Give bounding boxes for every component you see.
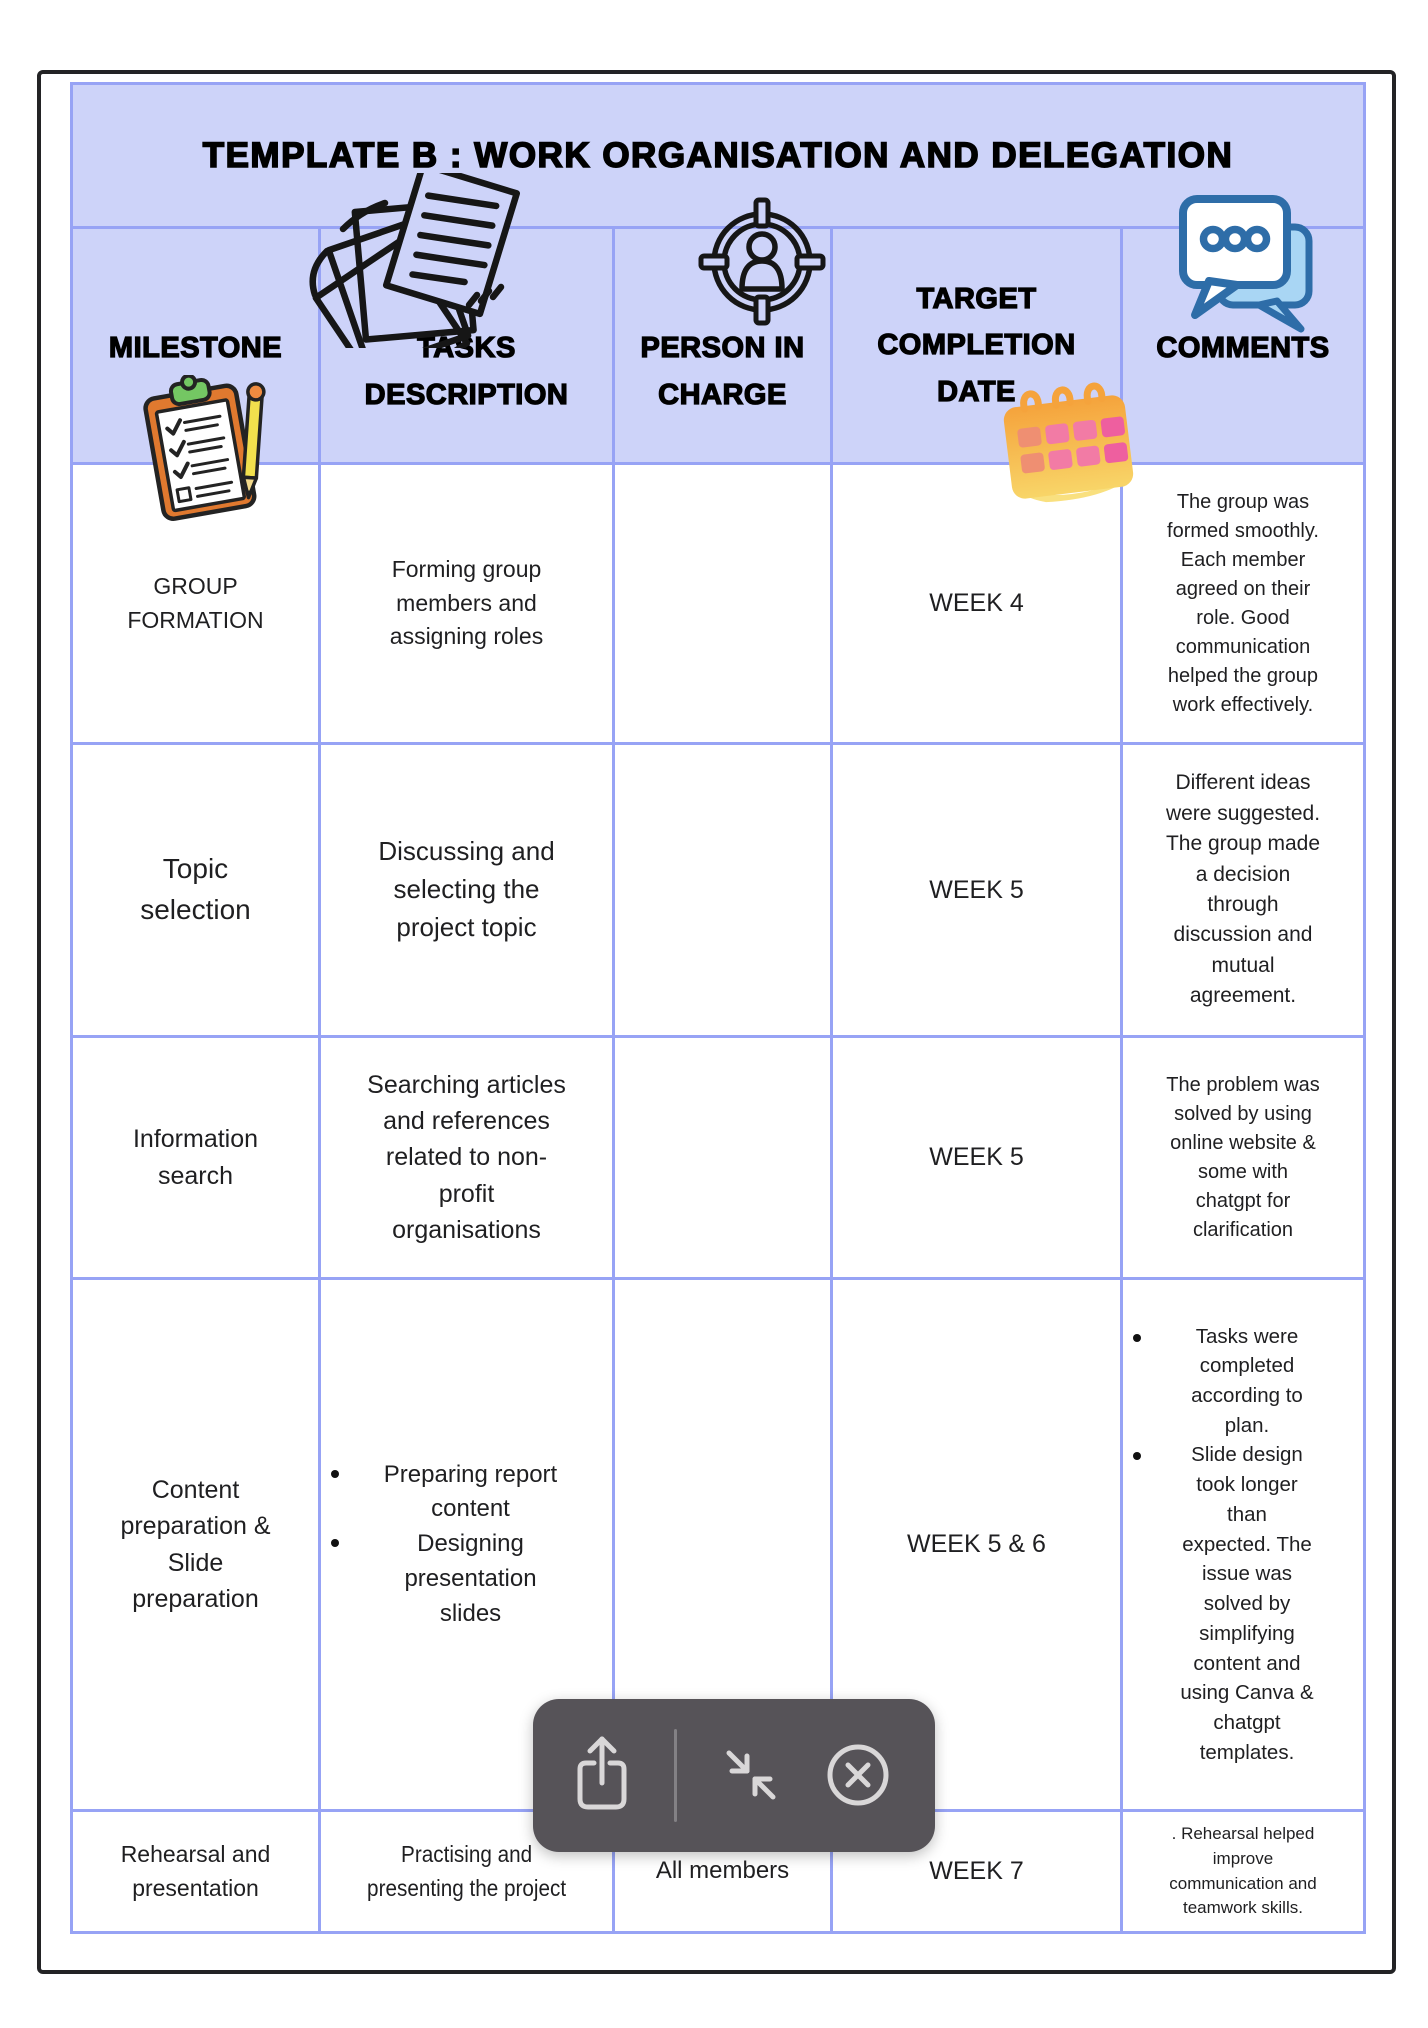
collapse-icon <box>726 1750 776 1800</box>
cell-milestone-4: Content preparation & Slide preparation <box>73 1280 321 1812</box>
header-comments: COMMENTS <box>1123 229 1363 465</box>
close-circle-icon <box>827 1744 889 1806</box>
bullet-dot <box>331 1469 339 1478</box>
cell-person-5: All members <box>615 1812 833 1931</box>
cell-date-4: WEEK 5 & 6 <box>833 1280 1123 1812</box>
cell-date-1: WEEK 4 <box>833 465 1123 745</box>
cell-person-1 <box>615 465 833 745</box>
work-organisation-table: TEMPLATE B : WORK ORGANISATION AND DELEG… <box>70 82 1366 1934</box>
screenshot-toolbar <box>533 1699 935 1852</box>
cell-person-3 <box>615 1038 833 1280</box>
cell-tasks-3: Searching articles and references relate… <box>321 1038 615 1280</box>
cell-tasks-1: Forming group members and assigning role… <box>321 465 615 745</box>
header-date-label: TARGET COMPLETION DATE <box>877 282 1076 408</box>
header-milestone-label: MILESTONE <box>108 332 283 365</box>
cell-milestone-1: GROUP FORMATION <box>73 465 321 745</box>
cell-comments-2: Different ideas were suggested. The grou… <box>1123 745 1363 1038</box>
page-frame: TEMPLATE B : WORK ORGANISATION AND DELEG… <box>37 70 1396 1974</box>
header-milestone: MILESTONE <box>73 229 321 465</box>
list-item: Slide design took longer than expected. … <box>1133 1440 1353 1767</box>
header-tasks-description: TASKS DESCRIPTION <box>321 229 615 465</box>
header-tasks-label: TASKS DESCRIPTION <box>364 331 569 411</box>
header-target-completion-date: TARGET COMPLETION DATE <box>833 229 1123 465</box>
cell-comments-1: The group was formed smoothly. Each memb… <box>1123 465 1363 745</box>
list-item: Preparing report content <box>331 1458 602 1528</box>
page-title: TEMPLATE B : WORK ORGANISATION AND DELEG… <box>202 135 1234 176</box>
cell-tasks-2: Discussing and selecting the project top… <box>321 745 615 1038</box>
cell-date-2: WEEK 5 <box>833 745 1123 1038</box>
list-item: Tasks were completed according to plan. <box>1133 1322 1353 1441</box>
comments-bullet-list: Tasks were completed according to plan. … <box>1123 1322 1363 1768</box>
cell-comments-5: . Rehearsal helped improve communication… <box>1169 1824 1317 1918</box>
title-band: TEMPLATE B : WORK ORGANISATION AND DELEG… <box>73 85 1363 229</box>
header-person-label: PERSON IN CHARGE <box>640 331 805 411</box>
bullet-dot <box>331 1539 339 1548</box>
close-button[interactable] <box>826 1743 890 1807</box>
cell-date-3: WEEK 5 <box>833 1038 1123 1280</box>
share-button[interactable] <box>570 1733 634 1817</box>
header-person-in-charge: PERSON IN CHARGE <box>615 229 833 465</box>
list-item: Designing presentation slides <box>331 1527 602 1631</box>
share-icon <box>577 1736 627 1810</box>
collapse-button[interactable] <box>723 1747 779 1803</box>
cell-date-5: WEEK 7 <box>833 1812 1123 1931</box>
cell-milestone-2: Topic selection <box>73 745 321 1038</box>
toolbar-divider <box>674 1729 677 1822</box>
cell-milestone-3: Information search <box>73 1038 321 1280</box>
cell-comments-4: Tasks were completed according to plan. … <box>1123 1280 1363 1812</box>
bullet-dot <box>1133 1452 1141 1461</box>
cell-tasks-4: Preparing report content Designing prese… <box>321 1280 615 1812</box>
bullet-dot <box>1133 1333 1141 1342</box>
tasks-bullet-list: Preparing report content Designing prese… <box>321 1458 612 1632</box>
cell-comments-3: The problem was solved by using online w… <box>1123 1038 1363 1280</box>
cell-tasks-5: Practising and presenting the project <box>321 1812 615 1931</box>
header-comments-label: COMMENTS <box>1156 332 1330 365</box>
cell-milestone-5: Rehearsal and presentation <box>73 1812 321 1931</box>
cell-person-2 <box>615 745 833 1038</box>
